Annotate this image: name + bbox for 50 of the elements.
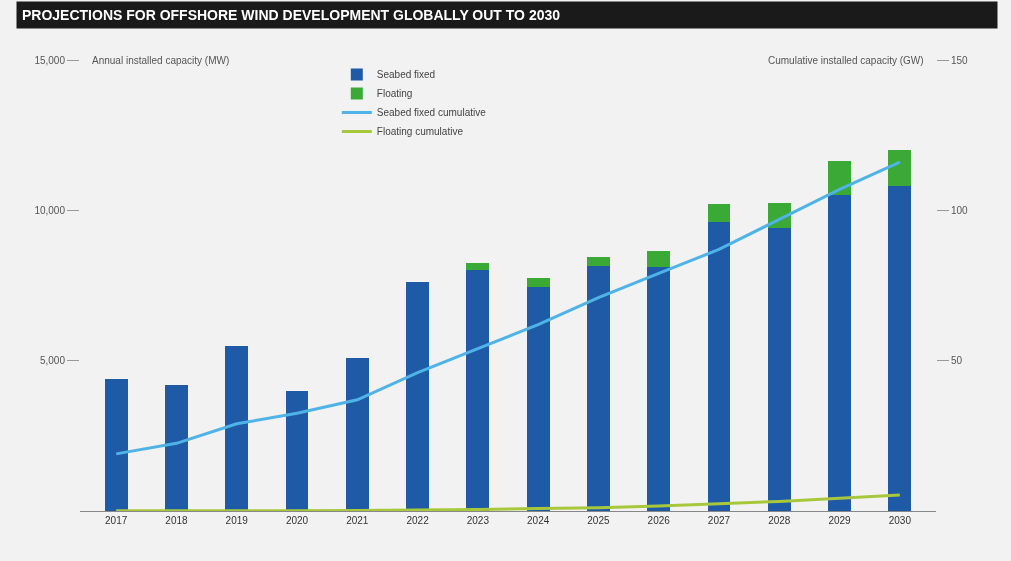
y2-tick-label: 150 <box>951 54 969 66</box>
bar <box>586 265 610 511</box>
y-tick-label: 10,000 <box>34 204 66 216</box>
bar <box>466 270 490 511</box>
legend-label: Floating <box>376 88 413 100</box>
line-series <box>114 493 902 511</box>
bar <box>888 186 912 511</box>
bar <box>828 195 851 511</box>
bar <box>225 345 249 511</box>
y-tick-label: 15,000 <box>34 54 66 66</box>
x-tick-label: 2023 <box>466 515 490 526</box>
bar <box>285 390 309 511</box>
bar <box>647 250 671 268</box>
y-axis-title: Annual installed capacity (MW) <box>92 55 230 66</box>
bar <box>466 262 490 271</box>
x-tick-label: 2020 <box>285 515 309 526</box>
y2-tick-label: 100 <box>951 204 969 216</box>
bar <box>707 204 731 223</box>
bar <box>345 357 369 511</box>
x-tick-label: 2021 <box>346 515 369 526</box>
x-tick-label: 2019 <box>225 515 249 526</box>
bar <box>647 267 671 511</box>
x-tick-label: 2028 <box>768 515 791 526</box>
chart-title: PROJECTIONS FOR OFFSHORE WIND DEVELOPMENT GLOBALLY OUT TO 2030 <box>22 7 561 23</box>
bar <box>707 222 731 511</box>
bar <box>586 256 610 266</box>
bar <box>406 282 430 511</box>
bar <box>767 228 791 511</box>
x-tick-label: 2017 <box>105 515 128 526</box>
x-tick-label: 2030 <box>888 515 912 526</box>
bar <box>104 378 128 511</box>
bar <box>526 277 550 287</box>
x-tick-label: 2018 <box>165 515 189 526</box>
legend-label: Seabed fixed <box>376 69 436 81</box>
legend-label: Seabed fixed cumulative <box>376 107 487 119</box>
x-tick-label: 2025 <box>587 515 610 526</box>
x-tick-label: 2026 <box>647 515 671 526</box>
x-tick-label: 2027 <box>707 515 731 526</box>
bar <box>888 150 912 187</box>
x-tick-label: 2022 <box>406 515 430 526</box>
bar <box>828 160 851 196</box>
x-tick-label: 2029 <box>828 515 852 526</box>
line-series <box>114 160 902 456</box>
bar <box>526 287 550 511</box>
y2-tick-label: 50 <box>951 355 963 367</box>
y2-axis-title: Cumulative installed capacity (GW) <box>768 55 924 66</box>
x-tick-label: 2024 <box>527 515 550 526</box>
legend-label: Floating cumulative <box>376 126 464 138</box>
bar <box>165 384 188 511</box>
y-tick-label: 5,000 <box>39 355 66 367</box>
